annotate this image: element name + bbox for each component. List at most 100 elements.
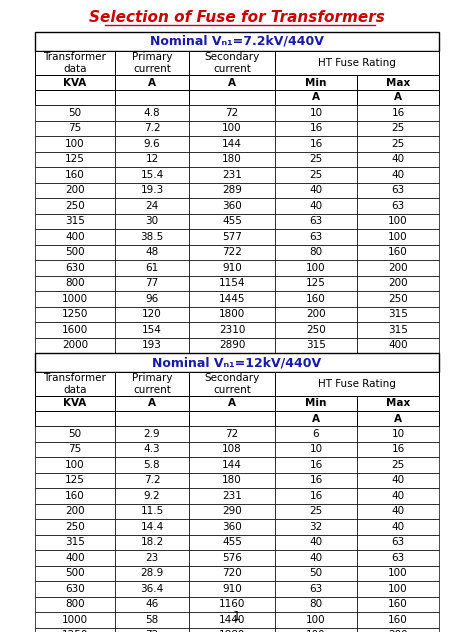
Bar [275, 396, 357, 411]
Bar [35, 488, 115, 504]
Bar [357, 597, 439, 612]
Bar [357, 426, 439, 442]
Bar [189, 612, 275, 628]
Bar [35, 504, 115, 519]
Text: 200: 200 [65, 185, 85, 195]
Text: 63: 63 [310, 584, 323, 593]
Bar [357, 307, 439, 322]
Bar [115, 75, 189, 90]
Text: A: A [394, 92, 402, 102]
Text: 15.4: 15.4 [140, 170, 164, 179]
Bar [115, 442, 189, 457]
Text: 160: 160 [65, 491, 85, 501]
Bar [35, 411, 115, 426]
Text: 100: 100 [222, 123, 242, 133]
Text: 28.9: 28.9 [140, 568, 164, 578]
Bar [115, 322, 189, 337]
Text: 315: 315 [65, 216, 85, 226]
Text: 16: 16 [310, 491, 323, 501]
Bar [189, 214, 275, 229]
Bar [357, 90, 439, 105]
Text: 200: 200 [388, 630, 408, 632]
Bar [35, 372, 115, 396]
Text: 50: 50 [310, 568, 323, 578]
Bar [115, 307, 189, 322]
Text: 722: 722 [222, 247, 242, 257]
Bar [189, 628, 275, 632]
Bar [189, 75, 275, 90]
Bar [275, 136, 357, 152]
Bar [275, 276, 357, 291]
Bar [275, 597, 357, 612]
Bar [35, 32, 439, 51]
Bar [275, 198, 357, 214]
Text: 200: 200 [388, 278, 408, 288]
Text: 25: 25 [310, 506, 323, 516]
Text: A: A [228, 78, 236, 87]
Bar [357, 566, 439, 581]
Bar [357, 581, 439, 597]
Bar [275, 473, 357, 488]
Text: 10: 10 [310, 107, 323, 118]
Bar [275, 337, 357, 353]
Bar [115, 372, 189, 396]
Bar [35, 353, 439, 372]
Bar [357, 519, 439, 535]
Bar [357, 167, 439, 183]
Text: 315: 315 [65, 537, 85, 547]
Bar [189, 581, 275, 597]
Text: 40: 40 [392, 491, 405, 501]
Text: 40: 40 [392, 506, 405, 516]
Bar [115, 260, 189, 276]
Bar [357, 396, 439, 411]
Text: 1250: 1250 [62, 309, 88, 319]
Bar [357, 229, 439, 245]
Text: 40: 40 [310, 553, 323, 562]
Text: 30: 30 [146, 216, 159, 226]
Bar [35, 566, 115, 581]
Bar [189, 566, 275, 581]
Text: 100: 100 [65, 139, 85, 149]
Bar [189, 322, 275, 337]
Text: 1160: 1160 [219, 599, 245, 609]
Bar [275, 519, 357, 535]
Text: Nominal Vₙ₁=12kV/440V: Nominal Vₙ₁=12kV/440V [153, 356, 321, 369]
Bar [35, 535, 115, 550]
Text: 50: 50 [68, 428, 82, 439]
Bar [357, 535, 439, 550]
Bar [35, 183, 115, 198]
Bar [189, 488, 275, 504]
Bar [35, 276, 115, 291]
Bar [189, 152, 275, 167]
Bar [357, 105, 439, 121]
Text: 200: 200 [388, 263, 408, 273]
Bar [189, 535, 275, 550]
Text: 25: 25 [392, 459, 405, 470]
Bar [115, 229, 189, 245]
Bar [35, 245, 115, 260]
Bar [115, 337, 189, 353]
Text: 100: 100 [306, 615, 326, 625]
Bar [35, 457, 115, 473]
Bar [275, 167, 357, 183]
Text: A: A [394, 413, 402, 423]
Text: 315: 315 [306, 340, 326, 350]
Bar [35, 597, 115, 612]
Text: 6: 6 [313, 428, 319, 439]
Bar [275, 504, 357, 519]
Text: 10: 10 [392, 428, 405, 439]
Text: 40: 40 [310, 201, 323, 210]
Text: 16: 16 [310, 123, 323, 133]
Bar [115, 183, 189, 198]
Bar [275, 105, 357, 121]
Text: 100: 100 [65, 459, 85, 470]
Text: 1250: 1250 [62, 630, 88, 632]
Bar [275, 488, 357, 504]
Bar [189, 550, 275, 566]
Text: 63: 63 [392, 537, 405, 547]
Text: 231: 231 [222, 491, 242, 501]
Text: 2310: 2310 [219, 325, 245, 335]
Bar [115, 105, 189, 121]
Bar [115, 51, 189, 75]
Text: 180: 180 [222, 154, 242, 164]
